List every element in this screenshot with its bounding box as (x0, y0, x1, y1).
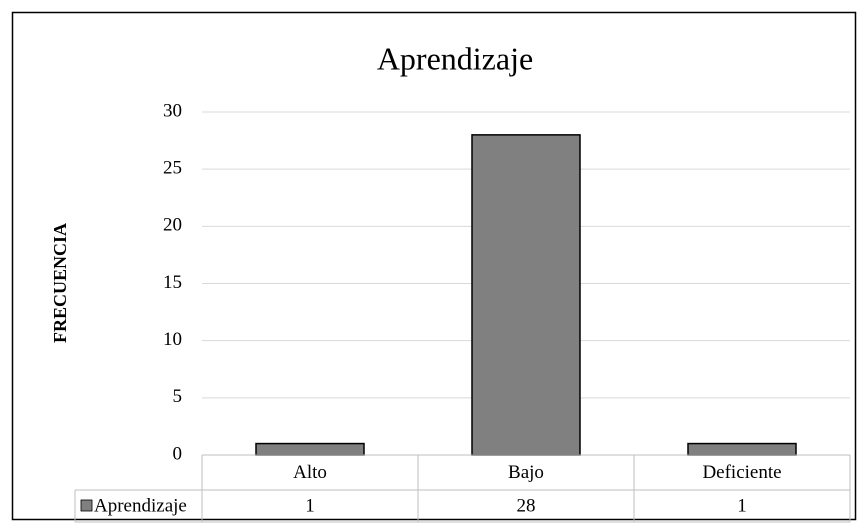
data-table-value: 1 (737, 495, 747, 516)
y-tick-label: 0 (173, 443, 183, 464)
bar (687, 442, 797, 456)
chart-frame (11, 11, 857, 521)
data-table-value: 1 (305, 495, 315, 516)
y-tick-label: 10 (163, 329, 182, 350)
x-tick-label: Deficiente (702, 462, 781, 483)
bar (471, 134, 581, 456)
legend-swatch (80, 499, 93, 512)
y-axis-label: FRECUENCIA (50, 223, 70, 343)
bar (255, 442, 365, 456)
y-tick-label: 15 (163, 272, 182, 293)
y-tick-label: 30 (163, 100, 182, 121)
x-tick-label: Bajo (508, 462, 544, 483)
legend-label: Aprendizaje (94, 495, 187, 516)
y-tick-label: 5 (173, 386, 183, 407)
x-tick-label: Alto (293, 462, 327, 483)
y-tick-label: 25 (163, 158, 182, 179)
chart-title: Aprendizaje (377, 40, 533, 76)
y-tick-label: 20 (163, 215, 182, 236)
data-table-value: 28 (517, 495, 536, 516)
